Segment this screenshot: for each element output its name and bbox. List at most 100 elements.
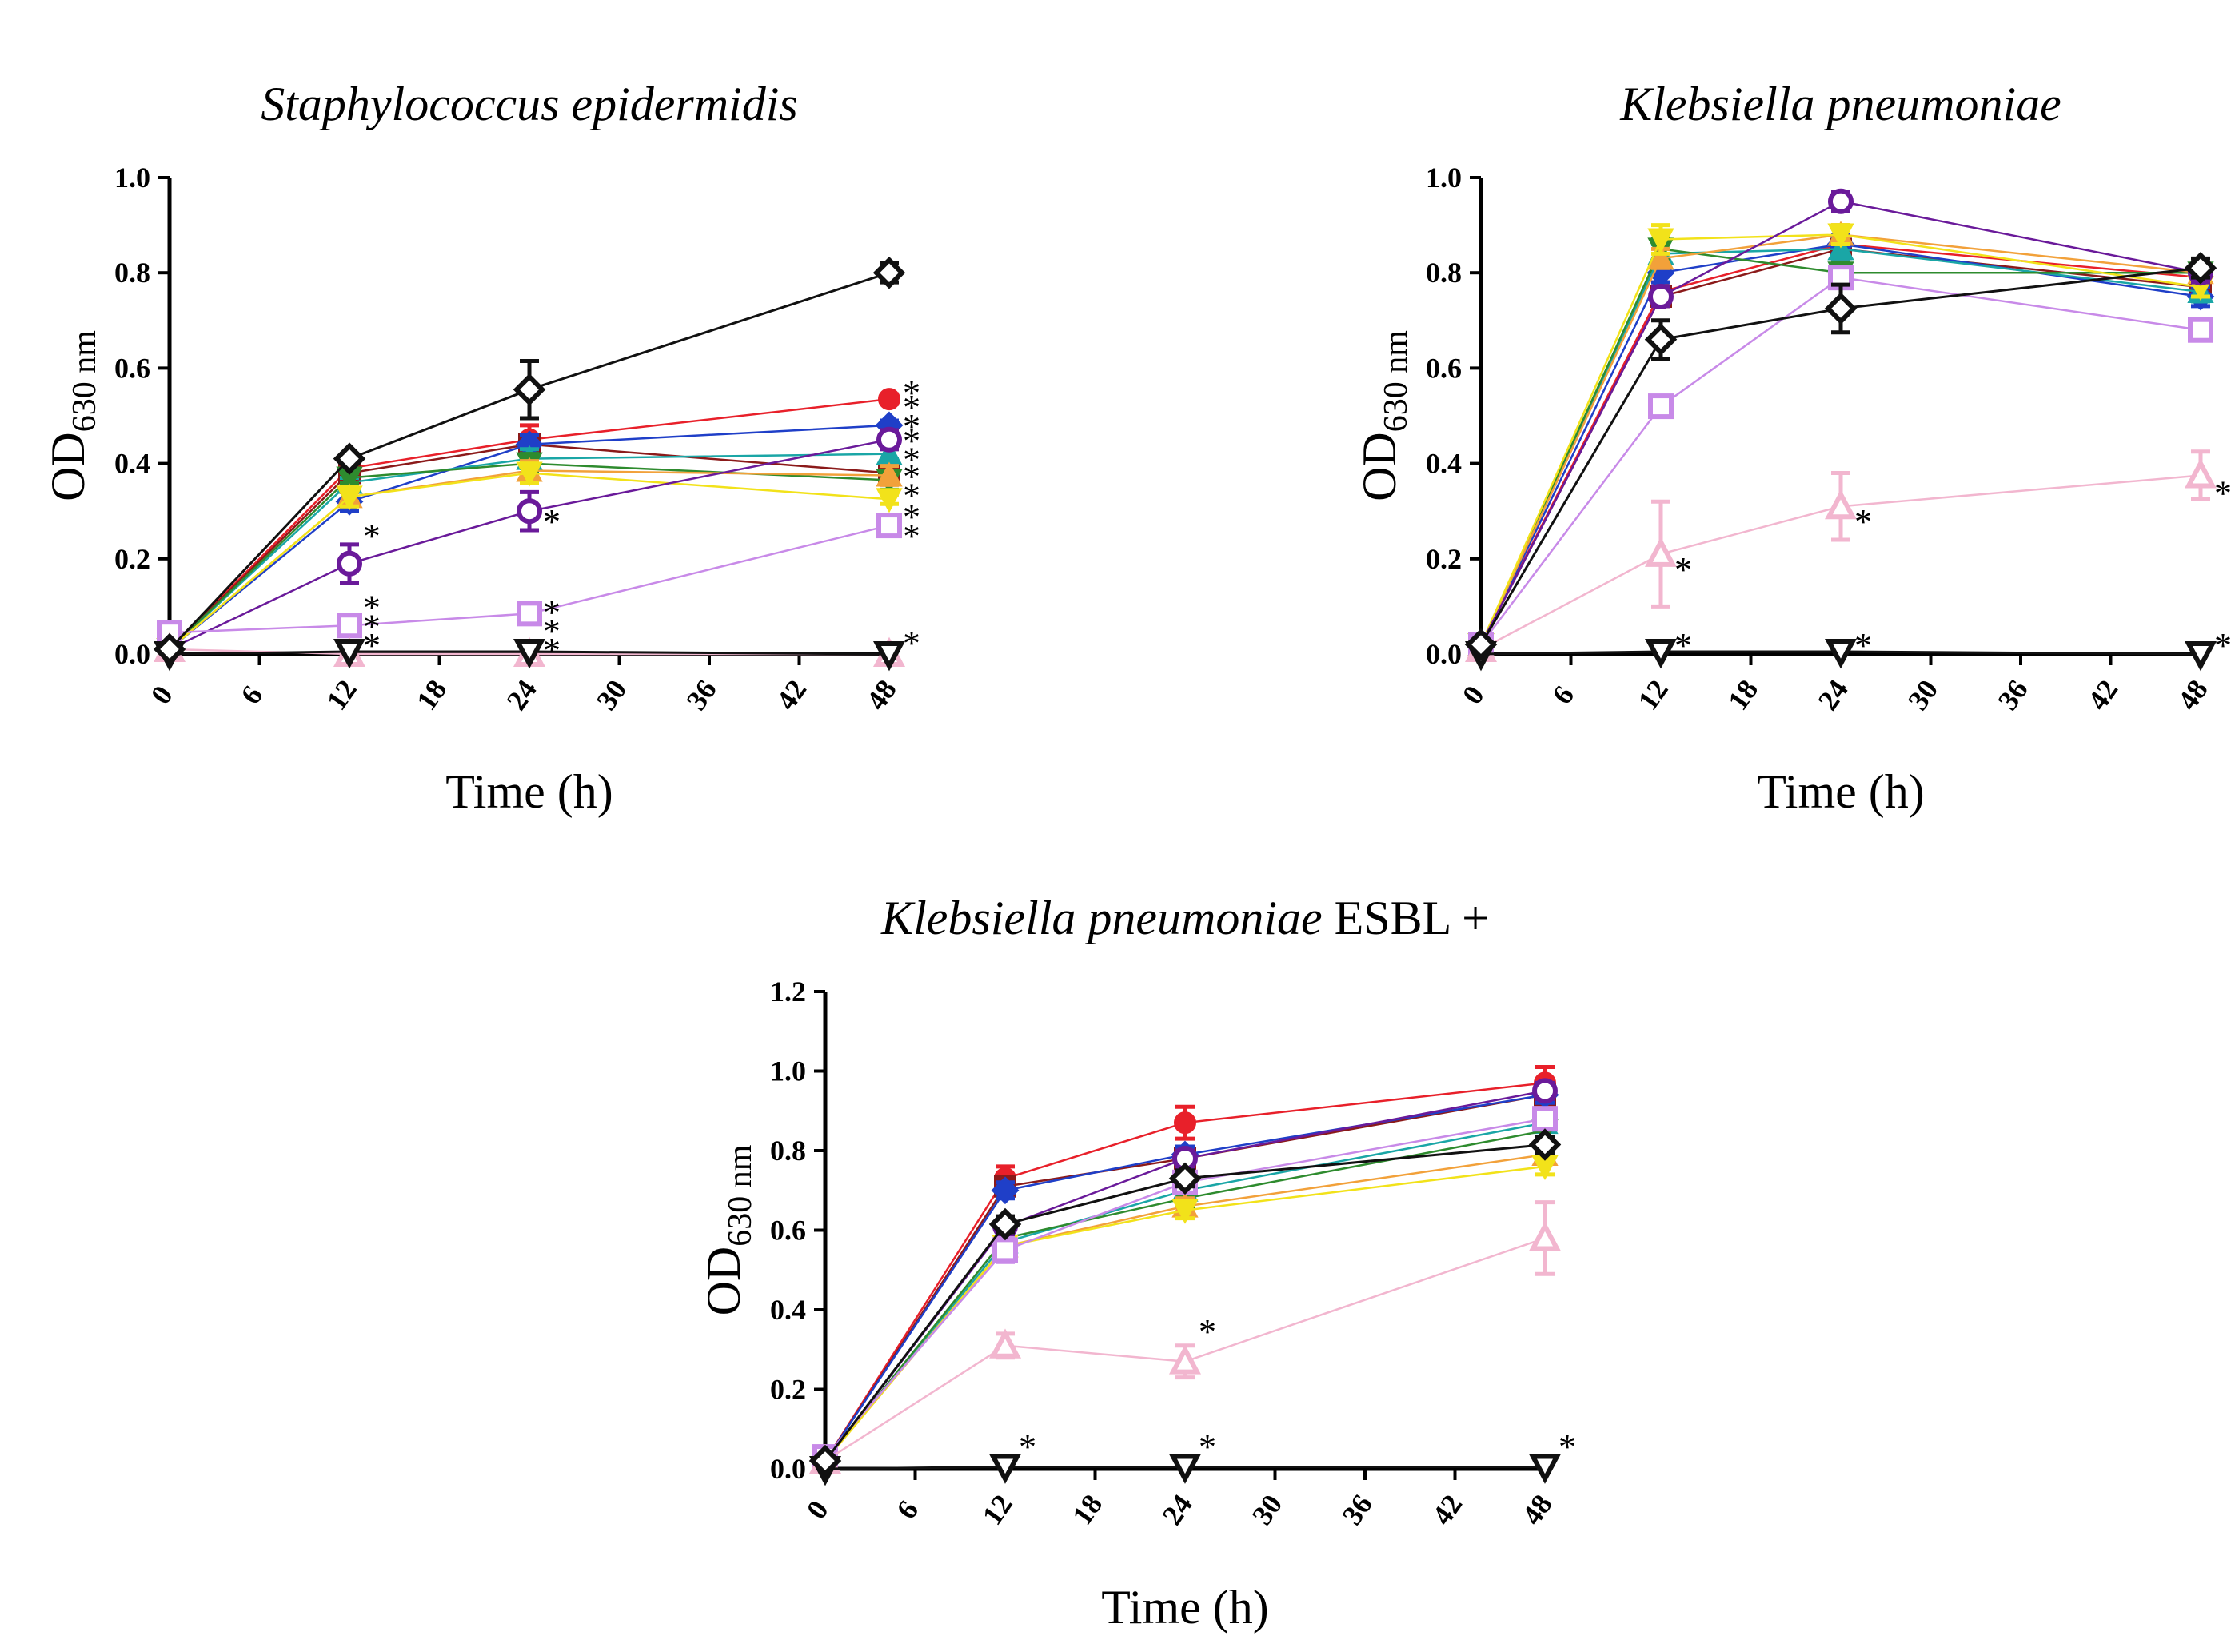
y-tick-label: 0.6: [770, 1215, 806, 1247]
series-11: [153, 639, 906, 672]
series-12: [153, 256, 906, 666]
data-point: [1168, 1454, 1202, 1484]
chart-title-italic: Klebsiella pneumoniae: [1619, 78, 2061, 130]
y-tick-label: 0.0: [1426, 638, 1462, 670]
significance-asterisk: *: [1854, 502, 1872, 541]
data-point: [1528, 1221, 1562, 1251]
series-line: [824, 1117, 1546, 1458]
significance-asterisk: *: [903, 457, 920, 497]
y-axis-label-main: OD: [1353, 432, 1406, 501]
data-point: [2184, 641, 2217, 672]
x-tick-label: 24: [500, 674, 542, 716]
series-line: [1479, 248, 2201, 645]
series-line: [1480, 276, 2201, 645]
series-line: [1479, 233, 2201, 645]
x-tick-label: 0: [800, 1494, 835, 1525]
series-10: [1464, 449, 2217, 663]
x-tick-label: 24: [1811, 674, 1854, 716]
significance-asterisk: *: [903, 476, 920, 515]
data-point: [337, 550, 362, 577]
x-axis-label: Time (h): [445, 765, 613, 818]
y-tick-label: 0.4: [114, 448, 150, 480]
x-tick-label: 18: [1722, 674, 1764, 716]
significance-asterisk: *: [1199, 1427, 1216, 1466]
data-point: [1532, 1078, 1558, 1104]
x-tick-label: 30: [1246, 1489, 1288, 1530]
data-point: [988, 1207, 1022, 1241]
data-point: [988, 1454, 1022, 1484]
y-tick-label: 0.0: [114, 638, 150, 670]
y-tick-label: 0.6: [1426, 352, 1462, 384]
data-point: [516, 461, 543, 487]
series-line: [169, 524, 890, 634]
significance-asterisk: *: [903, 441, 920, 480]
series-line: [824, 1129, 1546, 1462]
data-point: [872, 256, 906, 289]
data-point: [1528, 1128, 1562, 1161]
data-point: [876, 513, 902, 539]
x-tick-label: 48: [1515, 1489, 1558, 1530]
series-11: [1464, 639, 2217, 672]
data-point: [1644, 639, 1678, 669]
x-tick-label: 42: [770, 674, 812, 716]
x-tick-label: 36: [1335, 1489, 1378, 1530]
x-tick-label: 42: [1426, 1489, 1468, 1530]
x-tick-label: 24: [1155, 1489, 1198, 1530]
significance-asterisk: *: [363, 588, 381, 627]
x-tick-label: 12: [976, 1489, 1018, 1530]
significance-asterisk: *: [1854, 626, 1872, 665]
series-line: [824, 1237, 1546, 1462]
y-axis-label-main: OD: [697, 1247, 750, 1316]
series-line: [1479, 200, 2201, 645]
data-point: [517, 498, 542, 525]
data-point: [2184, 251, 2217, 285]
y-tick-label: 1.0: [770, 1055, 806, 1087]
data-point: [872, 641, 906, 672]
data-point: [1824, 489, 1858, 520]
data-point: [2188, 317, 2213, 343]
significance-asterisk: *: [543, 593, 561, 632]
significance-asterisk: *: [1559, 1427, 1576, 1466]
x-tick-label: 12: [320, 674, 362, 716]
significance-asterisk: *: [903, 421, 920, 461]
data-point: [1174, 1111, 1196, 1135]
chart-panel-3: Klebsiella pneumoniae ESBL + 0.0 0.2 0.4 0.6…: [697, 892, 1576, 1634]
series-line: [1480, 650, 2201, 656]
significance-asterisk: *: [903, 517, 920, 556]
series-line: [169, 650, 890, 656]
data-point: [513, 639, 546, 669]
significance-asterisk: *: [903, 497, 920, 537]
x-tick-label: 18: [410, 674, 453, 716]
y-tick-label: 0.2: [1426, 543, 1462, 575]
data-point: [1828, 188, 1854, 214]
series-12: [1464, 251, 2217, 661]
series-line: [824, 1143, 1546, 1462]
y-tick-label: 0.8: [114, 257, 150, 289]
data-point: [517, 601, 542, 627]
data-point: [988, 1328, 1022, 1359]
x-tick-label: 42: [2081, 674, 2124, 716]
significance-asterisk: *: [1674, 626, 1692, 665]
series-line: [169, 462, 890, 650]
data-point: [1827, 223, 1854, 249]
significance-asterisk: *: [543, 612, 561, 651]
y-tick-label: 0.2: [114, 543, 150, 575]
data-point: [876, 426, 902, 453]
series-line: [1479, 266, 2201, 645]
y-tick-label: 0.4: [1426, 448, 1462, 480]
significance-asterisk: *: [903, 407, 920, 446]
significance-asterisk: *: [1199, 1312, 1216, 1351]
chart-panel-2: Klebsiella pneumoniae 0.0 0.2 0.4 0.6 0.8 1.0 0…: [1353, 78, 2231, 818]
series-line: [169, 424, 890, 651]
series-12: [808, 1128, 1562, 1478]
significance-asterisk: *: [363, 607, 381, 646]
chart-title: Klebsiella pneumoniae: [1619, 78, 2061, 130]
x-tick-label: 36: [1991, 674, 2033, 716]
significance-asterisk: *: [903, 373, 920, 413]
data-point: [1464, 628, 1498, 661]
data-point: [878, 388, 900, 411]
series-line: [1480, 474, 2201, 651]
series-9: [157, 513, 902, 646]
x-tick-label: 36: [680, 674, 722, 716]
